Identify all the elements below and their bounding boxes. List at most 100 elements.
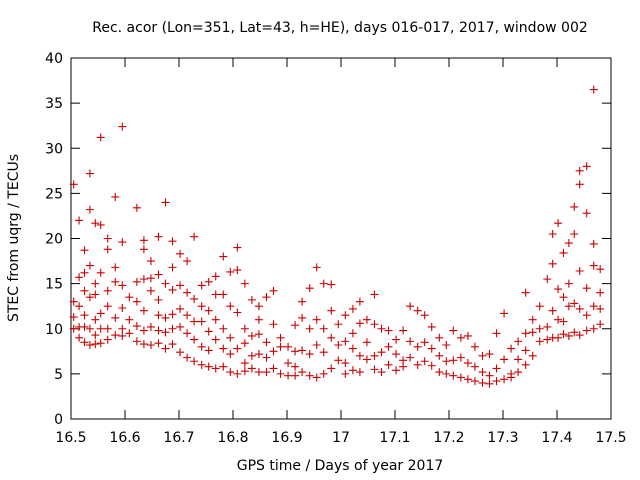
data-point: [276, 342, 285, 351]
y-tick-label: 0: [54, 412, 63, 428]
data-point: [211, 272, 220, 281]
data-point: [596, 288, 605, 297]
data-point: [233, 266, 242, 275]
data-point: [589, 261, 598, 270]
data-point: [168, 263, 177, 272]
data-point: [190, 232, 199, 241]
y-tick-label: 25: [45, 186, 63, 202]
data-point: [575, 266, 584, 275]
y-tick-label: 40: [45, 51, 63, 67]
data-point: [413, 306, 422, 315]
data-point: [168, 237, 177, 246]
data-point: [589, 302, 598, 311]
data-point: [118, 122, 127, 131]
data-point: [183, 288, 192, 297]
data-point: [85, 324, 94, 333]
data-point: [575, 304, 584, 313]
data-point: [521, 329, 530, 338]
data-point: [269, 320, 278, 329]
data-point: [85, 169, 94, 178]
data-point: [96, 220, 105, 229]
data-point: [125, 315, 134, 324]
data-point: [589, 324, 598, 333]
data-point: [528, 328, 537, 337]
data-point: [327, 306, 336, 315]
x-tick-label: 16.8: [217, 430, 248, 446]
data-point: [305, 324, 314, 333]
data-point: [456, 353, 465, 362]
data-point: [377, 348, 386, 357]
x-axis-label: GPS time / Days of year 2017: [237, 458, 444, 474]
data-point: [125, 329, 134, 338]
data-point: [470, 377, 479, 386]
data-point: [478, 368, 487, 377]
data-point: [154, 232, 163, 241]
data-point: [554, 333, 563, 342]
data-point: [485, 371, 494, 380]
data-point: [219, 324, 228, 333]
data-point: [132, 337, 141, 346]
data-point: [355, 368, 364, 377]
data-point: [492, 364, 501, 373]
data-point: [370, 351, 379, 360]
data-point: [582, 284, 591, 293]
data-point: [355, 351, 364, 360]
data-point: [589, 239, 598, 248]
data-point: [211, 315, 220, 324]
data-point: [554, 219, 563, 228]
data-point: [298, 346, 307, 355]
data-point: [559, 248, 568, 257]
data-point: [341, 337, 350, 346]
data-point: [478, 351, 487, 360]
data-point: [103, 234, 112, 243]
data-point: [463, 359, 472, 368]
data-point: [197, 342, 206, 351]
x-axis: 16.5 16.6 16.7 16.8 16.9 17 17.1 17.2 17.3 17.4 17…: [55, 58, 627, 446]
data-point: [190, 294, 199, 303]
data-point: [442, 369, 451, 378]
data-point: [348, 366, 357, 375]
data-point: [564, 302, 573, 311]
data-point: [146, 340, 155, 349]
data-point: [384, 326, 393, 335]
data-point: [392, 335, 401, 344]
x-tick-label: 17: [332, 430, 350, 446]
data-point: [154, 270, 163, 279]
data-point: [204, 277, 213, 286]
data-point: [305, 371, 314, 380]
data-point: [168, 340, 177, 349]
data-point: [392, 366, 401, 375]
data-point: [80, 246, 89, 255]
data-point: [596, 265, 605, 274]
data-point: [211, 290, 220, 299]
data-point: [399, 326, 408, 335]
data-point: [362, 315, 371, 324]
data-point: [298, 368, 307, 377]
data-point: [80, 311, 89, 320]
data-point: [291, 371, 300, 380]
data-point: [312, 263, 321, 272]
data-point: [463, 375, 472, 384]
data-point: [154, 295, 163, 304]
data-point: [370, 365, 379, 374]
data-point: [96, 268, 105, 277]
data-point: [269, 347, 278, 356]
data-point: [582, 311, 591, 320]
data-point: [521, 360, 530, 369]
x-tick-label: 16.9: [271, 430, 302, 446]
data-point: [327, 364, 336, 373]
data-point: [291, 347, 300, 356]
data-point: [176, 322, 185, 331]
data-point: [146, 286, 155, 295]
data-point: [442, 340, 451, 349]
y-tick-label: 35: [45, 96, 63, 112]
x-tick-label: 17.2: [433, 430, 464, 446]
data-point: [435, 368, 444, 377]
data-point: [240, 367, 249, 376]
data-point: [211, 335, 220, 344]
data-point: [559, 330, 568, 339]
data-point: [146, 322, 155, 331]
data-point: [247, 364, 256, 373]
data-point: [219, 362, 228, 371]
